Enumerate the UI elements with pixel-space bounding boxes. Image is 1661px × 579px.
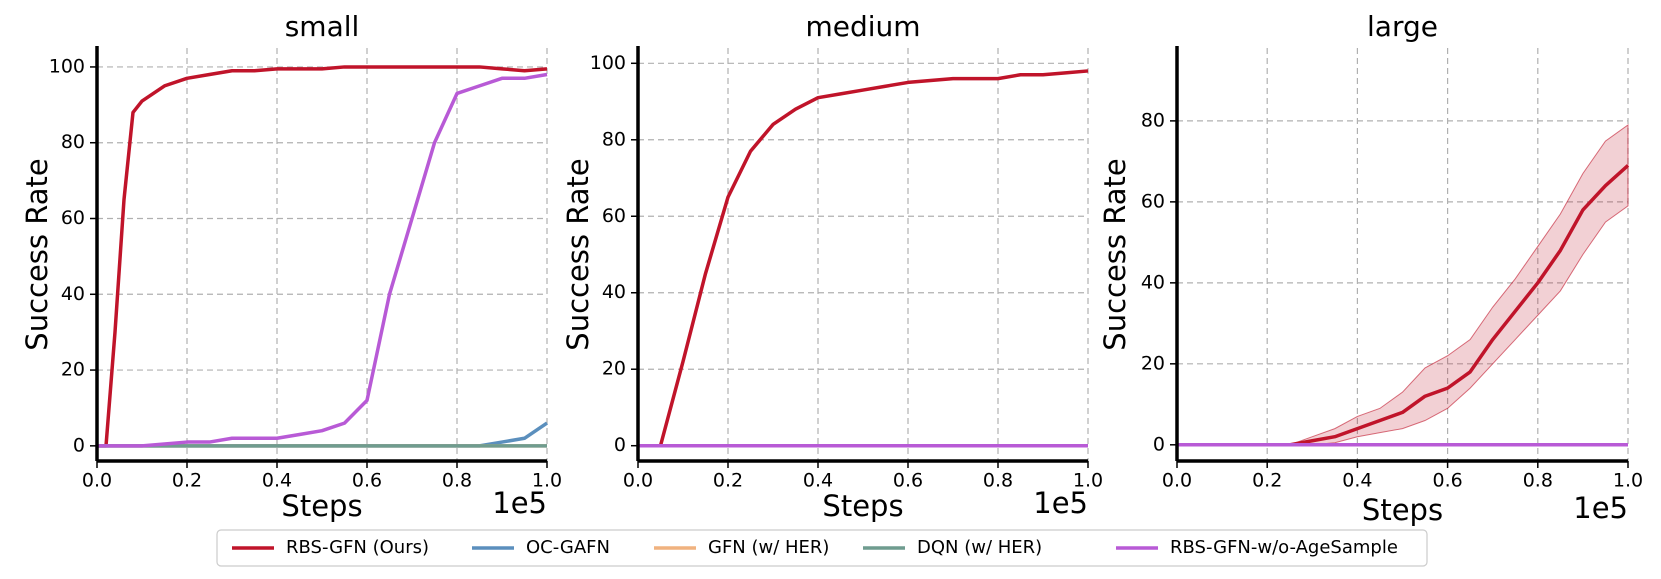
- y-tick-label: 40: [602, 281, 626, 303]
- x-tick-label: 0.0: [623, 470, 653, 492]
- x-tick-label: 0.0: [82, 470, 112, 492]
- x-tick-label: 0.6: [352, 470, 382, 492]
- x-tick-label: 0.8: [983, 470, 1013, 492]
- x-tick-label: 0.8: [1523, 470, 1553, 492]
- x-axis-label: Steps: [1362, 493, 1443, 527]
- y-tick-label: 40: [61, 283, 85, 305]
- y-tick-label: 0: [73, 434, 85, 456]
- y-tick-label: 20: [61, 359, 85, 381]
- y-tick-label: 80: [602, 128, 626, 150]
- x-tick-label: 0.2: [172, 470, 202, 492]
- y-tick-label: 60: [602, 205, 626, 227]
- x-tick-label: 0.8: [442, 470, 472, 492]
- legend-box: [216, 529, 1428, 567]
- chart-title: small: [285, 10, 360, 43]
- x-tick-label: 0.0: [1162, 470, 1192, 492]
- y-tick-label: 60: [61, 207, 85, 229]
- band: [1177, 123, 1629, 446]
- legend-label: RBS-GFN-w/o-AgeSample: [1170, 537, 1398, 558]
- x-tick-label: 0.6: [1432, 470, 1462, 492]
- y-axis-label: Success Rate: [1098, 158, 1132, 350]
- x-offset-label: 1e5: [1033, 486, 1088, 520]
- x-tick-label: 0.2: [713, 470, 743, 492]
- x-axis-label: Steps: [281, 489, 362, 523]
- x-offset-label: 1e5: [492, 486, 547, 520]
- series-line: [97, 65, 548, 448]
- y-tick-label: 20: [602, 358, 626, 380]
- y-tick-label: 0: [614, 434, 626, 456]
- y-tick-label: 40: [1141, 271, 1165, 293]
- x-tick-label: 1.0: [532, 470, 562, 492]
- y-tick-label: 0: [1153, 433, 1165, 455]
- series-line: [638, 69, 1089, 448]
- x-tick-label: 1.0: [1613, 470, 1643, 492]
- y-tick-label: 60: [1141, 190, 1165, 212]
- y-tick-label: 100: [49, 55, 85, 77]
- chart-title: large: [1367, 10, 1438, 43]
- y-axis-label: Success Rate: [561, 158, 595, 350]
- x-tick-label: 0.4: [1342, 470, 1372, 492]
- y-tick-label: 80: [1141, 109, 1165, 131]
- y-tick-label: 100: [590, 52, 626, 74]
- y-axis-label: Success Rate: [20, 158, 54, 350]
- x-offset-label: 1e5: [1573, 491, 1628, 525]
- x-tick-label: 0.4: [262, 470, 292, 492]
- legend-label: OC-GAFN: [526, 537, 610, 558]
- x-tick-label: 1.0: [1073, 470, 1103, 492]
- y-tick-label: 80: [61, 131, 85, 153]
- legend-label: GFN (w/ HER): [708, 537, 829, 558]
- chart-title: medium: [805, 10, 920, 43]
- x-tick-label: 0.4: [803, 470, 833, 492]
- series-line: [97, 72, 548, 448]
- x-tick-label: 0.6: [893, 470, 923, 492]
- legend-label: RBS-GFN (Ours): [286, 537, 429, 558]
- legend-label: DQN (w/ HER): [917, 537, 1042, 558]
- x-tick-label: 0.2: [1252, 470, 1282, 492]
- x-axis-label: Steps: [822, 489, 903, 523]
- y-tick-label: 20: [1141, 352, 1165, 374]
